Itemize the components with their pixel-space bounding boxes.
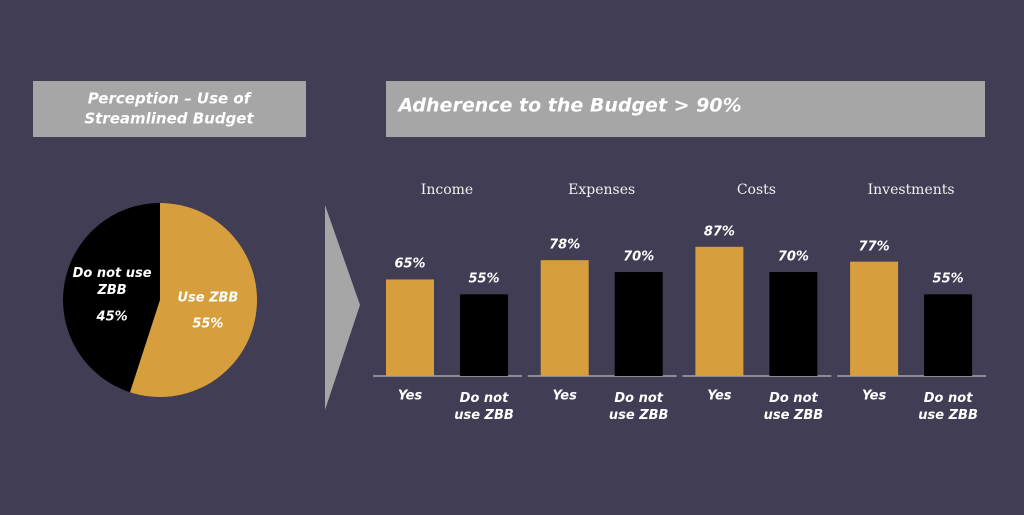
slice-value: 55%: [192, 316, 224, 332]
value-label: 87%: [703, 224, 735, 240]
category-label: Do not use ZBB: [918, 391, 978, 423]
panel-title: Investments: [867, 181, 955, 198]
pie-title: Perception – Use of Streamlined Budget: [84, 89, 254, 128]
value-label: 70%: [777, 249, 809, 265]
value-label: 70%: [623, 249, 655, 265]
bar: [386, 279, 434, 376]
bar: [460, 294, 508, 376]
pie-slice: [130, 203, 258, 397]
bar: [540, 260, 589, 376]
bar: [924, 294, 973, 376]
panel-title: Costs: [736, 181, 776, 198]
category-label: Do not use ZBB: [763, 391, 824, 423]
category-label: Yes: [861, 388, 887, 404]
section-title: Adherence to the Budget > 90%: [398, 94, 742, 117]
bar: [614, 272, 663, 376]
value-label: 77%: [858, 239, 890, 255]
bar: [769, 272, 818, 376]
left-header-box: [33, 81, 306, 137]
value-label: 78%: [549, 237, 581, 253]
panel-title: Expenses: [568, 181, 636, 198]
value-label: 55%: [932, 271, 964, 287]
arrow: [325, 205, 360, 410]
slice-value: 45%: [96, 309, 128, 325]
category-label: Yes: [552, 388, 577, 404]
slice-label: Use ZBB: [177, 290, 239, 306]
slice-label: Do not use ZBB: [72, 266, 152, 299]
pie-slice: [63, 203, 161, 393]
category-label: Do not use ZBB: [608, 391, 669, 423]
bar: [695, 246, 744, 376]
category-label: Yes: [707, 388, 732, 404]
category-label: Do not use ZBB: [454, 391, 514, 423]
right-header-box: [386, 81, 985, 137]
value-label: 55%: [468, 271, 500, 287]
panel-title: Income: [420, 181, 474, 198]
value-label: 65%: [394, 257, 426, 273]
category-label: Yes: [397, 388, 423, 404]
bar: [850, 261, 899, 376]
